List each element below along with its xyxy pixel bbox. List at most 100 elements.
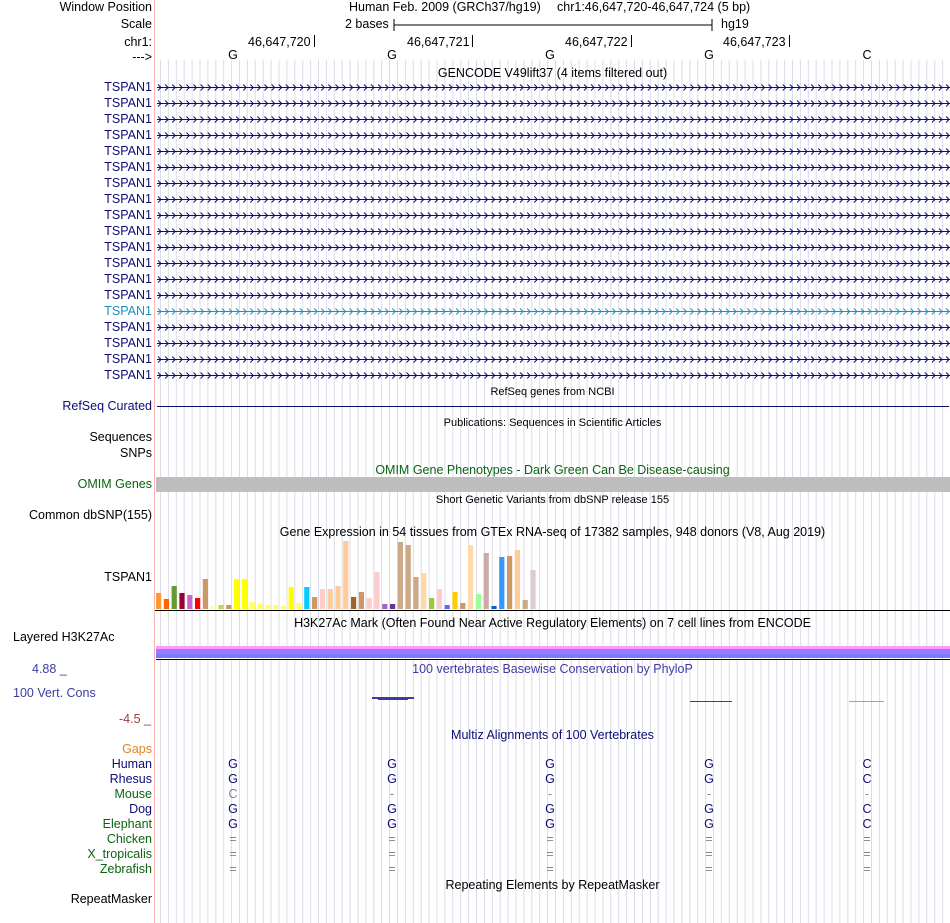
gencode-gene-label[interactable]: TSPAN1 [104, 176, 152, 190]
gtex-bar[interactable] [312, 597, 318, 609]
gencode-gene-label[interactable]: TSPAN1 [104, 320, 152, 334]
gtex-bar[interactable] [241, 579, 247, 609]
dbsnp-label[interactable]: Common dbSNP(155) [29, 508, 152, 522]
gencode-gene-label[interactable]: TSPAN1 [104, 288, 152, 302]
gtex-bar[interactable] [249, 602, 255, 609]
gencode-gene-label[interactable]: TSPAN1 [104, 208, 152, 222]
gtex-bar[interactable] [335, 586, 341, 609]
gtex-bar[interactable] [273, 605, 279, 609]
gtex-bar[interactable] [187, 595, 193, 609]
species-label[interactable]: Chicken [106, 832, 152, 846]
gtex-bar[interactable] [522, 600, 528, 609]
gtex-bar[interactable] [218, 605, 224, 609]
gencode-gene-label[interactable]: TSPAN1 [104, 224, 152, 238]
omim-feature-bar[interactable] [156, 477, 950, 492]
gtex-bar[interactable] [475, 594, 481, 609]
gtex-bar[interactable] [429, 598, 435, 609]
refseq-gene-line[interactable] [155, 399, 950, 413]
gtex-bar[interactable] [358, 592, 364, 609]
gtex-bar[interactable] [444, 605, 450, 609]
gtex-bar[interactable] [319, 589, 325, 609]
publications-track-title[interactable]: Publications: Sequences in Scientific Ar… [443, 417, 662, 429]
gtex-bar[interactable] [468, 545, 474, 609]
species-label[interactable]: Mouse [114, 787, 152, 801]
omim-track-title[interactable]: OMIM Gene Phenotypes - Dark Green Can Be… [375, 463, 730, 477]
gtex-bar[interactable] [351, 597, 357, 609]
h3k27ac-label[interactable]: Layered H3K27Ac [13, 630, 115, 644]
gtex-bar[interactable] [390, 604, 396, 609]
species-label[interactable]: Elephant [102, 817, 152, 831]
gtex-label[interactable]: TSPAN1 [104, 570, 152, 584]
gencode-gene-label[interactable]: TSPAN1 [104, 160, 152, 174]
gencode-gene-label[interactable]: TSPAN1 [104, 240, 152, 254]
gtex-bar[interactable] [514, 550, 520, 609]
gencode-gene-label[interactable]: TSPAN1 [104, 96, 152, 110]
gencode-gene-label[interactable]: TSPAN1 [104, 192, 152, 206]
gtex-bar[interactable] [405, 545, 411, 609]
multiz-track-title[interactable]: Multiz Alignments of 100 Vertebrates [451, 728, 654, 742]
gencode-gene-label[interactable]: TSPAN1 [104, 144, 152, 158]
species-label[interactable]: Human [111, 757, 152, 771]
omim-label[interactable]: OMIM Genes [77, 477, 152, 491]
gtex-bar[interactable] [156, 593, 162, 609]
gtex-bar[interactable] [234, 579, 240, 609]
gtex-bar[interactable] [202, 579, 208, 609]
gencode-gene-label[interactable]: TSPAN1 [104, 336, 152, 350]
gtex-bar[interactable] [366, 598, 372, 609]
gencode-gene-label[interactable]: TSPAN1 [104, 128, 152, 142]
gtex-bar[interactable] [507, 556, 513, 609]
gtex-bar[interactable] [436, 589, 442, 609]
gtex-bar[interactable] [304, 587, 310, 609]
gtex-bar[interactable] [171, 586, 177, 609]
gtex-bar[interactable] [280, 606, 286, 609]
species-label[interactable]: Rhesus [109, 772, 152, 786]
refseq-label[interactable]: RefSeq Curated [62, 399, 152, 413]
h3k27ac-signal[interactable] [155, 645, 950, 661]
gtex-bar[interactable] [257, 604, 263, 609]
gtex-bar-chart[interactable] [155, 539, 950, 614]
gencode-transcripts[interactable] [155, 80, 950, 385]
snps-label[interactable]: SNPs [120, 446, 152, 460]
gencode-track-title[interactable]: GENCODE V49lift37 (4 items filtered out) [437, 66, 668, 80]
h3k27ac-track-title[interactable]: H3K27Ac Mark (Often Found Near Active Re… [294, 616, 811, 630]
gtex-bar[interactable] [483, 553, 489, 609]
gtex-bar[interactable] [499, 557, 505, 609]
phylop-label[interactable]: 100 Vert. Cons [13, 686, 96, 700]
gtex-bar[interactable] [210, 606, 216, 609]
gencode-gene-label[interactable]: TSPAN1 [104, 256, 152, 270]
gtex-bar[interactable] [452, 592, 458, 609]
phylop-track-title[interactable]: 100 vertebrates Basewise Conservation by… [412, 662, 693, 676]
publications-label[interactable]: Sequences [89, 430, 152, 444]
gtex-bar[interactable] [421, 573, 427, 609]
gtex-track-title[interactable]: Gene Expression in 54 tissues from GTEx … [279, 525, 826, 539]
gencode-gene-label[interactable]: TSPAN1 [104, 368, 152, 382]
gtex-bar[interactable] [530, 570, 536, 609]
gtex-bar[interactable] [296, 603, 302, 609]
gtex-bar[interactable] [413, 577, 419, 609]
repeatmasker-label[interactable]: RepeatMasker [70, 892, 152, 906]
gencode-gene-label[interactable]: TSPAN1 [104, 112, 152, 126]
repeatmasker-track-title[interactable]: Repeating Elements by RepeatMasker [445, 878, 660, 892]
gencode-gene-label[interactable]: TSPAN1 [104, 304, 152, 318]
species-label[interactable]: Zebrafish [99, 862, 152, 876]
gtex-bar[interactable] [382, 604, 388, 609]
gtex-bar[interactable] [163, 599, 169, 609]
gtex-bar[interactable] [374, 572, 380, 609]
gtex-bar[interactable] [265, 605, 271, 609]
gtex-bar[interactable] [491, 606, 497, 609]
gtex-bar[interactable] [179, 593, 185, 609]
gtex-bar[interactable] [226, 605, 232, 609]
refseq-track-title[interactable]: RefSeq genes from NCBI [490, 386, 615, 398]
gtex-bar[interactable] [460, 603, 466, 609]
gencode-gene-label[interactable]: TSPAN1 [104, 80, 152, 94]
gtex-bar[interactable] [397, 542, 403, 609]
species-label[interactable]: X_tropicalis [87, 847, 152, 861]
dbsnp-track-title[interactable]: Short Genetic Variants from dbSNP releas… [435, 494, 670, 506]
phylop-signal[interactable] [155, 692, 950, 706]
gtex-bar[interactable] [343, 541, 349, 609]
gtex-bar[interactable] [195, 598, 201, 609]
species-label[interactable]: Dog [129, 802, 152, 816]
gencode-gene-label[interactable]: TSPAN1 [104, 272, 152, 286]
gtex-bar[interactable] [288, 587, 294, 609]
